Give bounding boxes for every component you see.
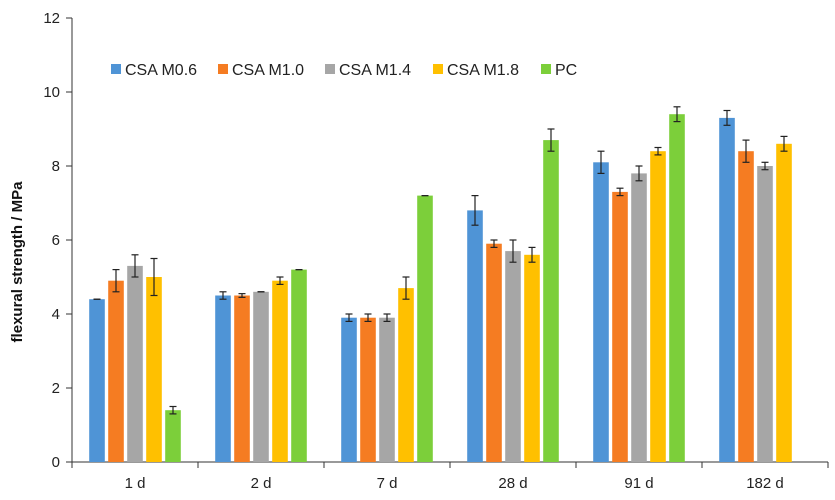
x-tick-label: 182 d (746, 475, 784, 492)
bar: CSA M1.8 7 d: 4.7 (398, 288, 414, 462)
bar: CSA M0.6 28 d: 6.8 (467, 210, 483, 462)
bar: CSA M0.6 182 d: 9.3 (719, 117, 735, 463)
legend-swatch (541, 64, 551, 74)
bar: PC 1 d: 1.4 (165, 410, 181, 462)
x-tick-label: 1 d (125, 475, 146, 492)
legend-label: CSA M1.4 (339, 62, 411, 79)
bar: PC 91 d: 9.4 (669, 114, 685, 462)
legend-swatch (111, 64, 121, 74)
bar: CSA M1.0 1 d: 4.9 (108, 280, 124, 462)
bar: CSA M1.0 28 d: 5.9 (486, 243, 502, 462)
bar: PC 7 d: 7.2 (417, 195, 433, 462)
bar: CSA M1.0 182 d: 8.4 (738, 151, 754, 462)
bar: CSA M1.0 91 d: 7.3 (612, 191, 628, 462)
x-tick-label: 2 d (251, 475, 272, 492)
bar: CSA M1.8 2 d: 4.9 (272, 280, 288, 462)
bar: CSA M1.0 2 d: 4.5 (234, 295, 250, 462)
bar: PC 28 d: 8.7 (543, 140, 559, 462)
bar: CSA M1.4 91 d: 7.8 (631, 173, 647, 462)
bar: CSA M1.8 28 d: 5.6 (524, 254, 540, 462)
legend-label: CSA M1.8 (447, 62, 519, 79)
bar: CSA M1.4 182 d: 8 (757, 166, 773, 462)
bars: CSA M0.6 1 d: 4.4 CSA M0.6 2 d: 4.5 CSA M0… (89, 114, 792, 463)
bar: CSA M1.8 91 d: 8.4 (650, 151, 666, 462)
x-axis: 1 d 2 d 7 d 28 d 91 d 182 d (71, 461, 829, 492)
bar: CSA M1.4 7 d: 3.9 (379, 317, 395, 462)
x-tick-label: 91 d (624, 475, 653, 492)
bar: CSA M0.6 1 d: 4.4 (89, 299, 105, 462)
y-tick-label: 12 (43, 10, 60, 27)
y-axis-title: flexural strength / MPa (9, 181, 26, 343)
legend-label: PC (555, 62, 577, 79)
legend-label: CSA M1.0 (232, 62, 304, 79)
bar: CSA M0.6 7 d: 3.9 (341, 317, 357, 462)
y-tick-label: 4 (52, 306, 60, 323)
bar: CSA M1.4 1 d: 5.3 (127, 265, 143, 462)
y-tick-label: 10 (43, 84, 60, 101)
bar: CSA M0.6 2 d: 4.5 (215, 295, 231, 462)
x-tick-label: 28 d (498, 475, 527, 492)
y-tick-label: 8 (52, 158, 60, 175)
bar: PC 2 d: 5.2 (291, 269, 307, 462)
bar: CSA M1.8 182 d: 8.6 (776, 143, 792, 463)
bar: CSA M1.4 28 d: 5.7 (505, 251, 521, 462)
legend-swatch (433, 64, 443, 74)
bar: CSA M1.4 2 d: 4.6 (253, 291, 269, 462)
y-axis: 0 2 4 6 8 10 12 (43, 10, 73, 471)
bar: CSA M0.6 91 d: 8.1 (593, 162, 609, 463)
y-tick-label: 2 (52, 380, 60, 397)
error-bars (93, 106, 788, 415)
legend-swatch (325, 64, 335, 74)
legend: CSA M0.6 CSA M1.0 CSA M1.4 CSA M1.8 PC (111, 62, 577, 79)
x-tick-label: 7 d (377, 475, 398, 492)
bar: CSA M1.0 7 d: 3.9 (360, 317, 376, 462)
bar: CSA M1.8 1 d: 5 (146, 277, 162, 462)
y-tick-label: 6 (52, 232, 60, 249)
legend-label: CSA M0.6 (125, 62, 197, 79)
y-tick-label: 0 (52, 454, 60, 471)
legend-swatch (218, 64, 228, 74)
